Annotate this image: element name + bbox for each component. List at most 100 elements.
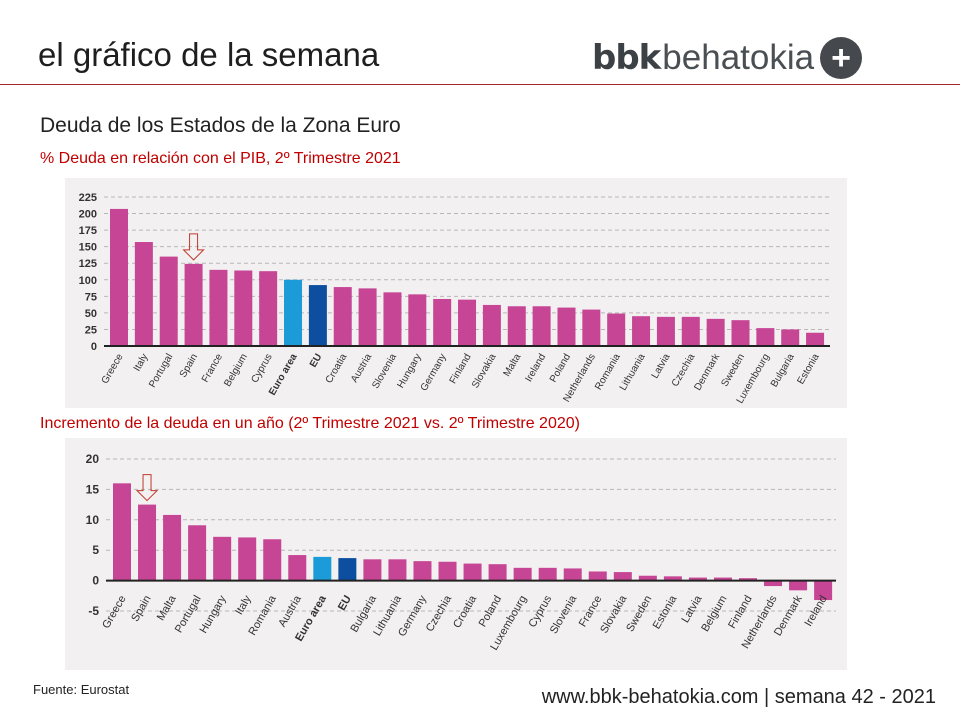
bar-slovenia [383,292,402,346]
bar-sweden [731,320,750,346]
bar-estonia [663,576,682,581]
x-tick-label: Estonia [651,593,680,632]
bar-cyprus [259,271,278,346]
bar-romania [263,539,282,581]
x-tick-label: Finland [448,352,474,386]
bar-ireland [532,306,551,346]
bar-finland [458,299,477,346]
x-tick-label: Malta [502,352,524,379]
bar-ireland [814,580,833,601]
bar-france [209,269,228,346]
x-tick-label: Spain [129,594,153,624]
y-tick-label: 20 [86,452,100,466]
bar-hungary [408,294,427,346]
logo-bold-text: bbk [592,38,661,78]
x-tick-label: Ireland [523,352,548,384]
bar-poland [557,307,576,346]
chart2-title: Incremento de la deuda en un año (2º Tri… [40,415,580,432]
x-tick-label: Greece [100,594,128,631]
slide-heading: Deuda de los Estados de la Zona Euro [40,114,401,137]
y-tick-label: 100 [79,275,97,287]
y-tick-label: 75 [85,291,97,303]
bar-czechia [681,316,700,346]
bar-belgium [234,270,253,346]
bar-portugal [188,525,207,581]
x-tick-label: Austria [349,352,374,385]
x-tick-label: Portugal [147,352,175,390]
y-tick-label: 150 [79,242,97,254]
x-tick-label: Greece [100,352,126,386]
y-tick-label: 10 [86,513,100,527]
x-tick-label: Latvia [679,593,705,625]
bar-italy [134,242,153,346]
y-tick-label: 15 [86,482,100,496]
bar-sweden [638,575,657,581]
bar-spain [184,263,203,346]
bar-portugal [159,256,178,346]
footer-site: www.bbk-behatokia.com | semana 42 - 2021 [541,686,936,708]
bar-spain [138,504,157,581]
source-note: Fuente: Eurostat [33,682,130,697]
bar-romania [607,313,626,346]
bar-denmark [789,580,808,591]
x-tick-label: Cyprus [249,352,274,385]
bar-italy [238,537,257,581]
bar-poland [488,564,507,581]
bar-latvia [688,577,707,581]
x-tick-label: Estonia [795,352,821,387]
page-title: el gráfico de la semana [38,36,380,73]
bar-bulgaria [363,559,382,581]
x-tick-label: Croatia [451,593,480,630]
bar-slovakia [613,572,632,581]
y-tick-label: 25 [85,324,97,336]
chart-1: 0 25 50 75 100 125 150 175 200 225 Greece ItalyPort… [79,192,830,406]
bar-croatia [463,563,482,581]
x-tick-label: Czechia [670,352,698,389]
y-tick-label: 175 [79,225,97,237]
down-arrow-marker-icon [182,233,205,261]
x-tick-label: EU [308,352,324,370]
x-tick-label: Bulgaria [769,352,797,390]
x-tick-label: Czechia [424,593,455,634]
bar-france [588,571,607,581]
bar-malta [507,306,526,346]
y-tick-label: 200 [79,209,97,221]
x-tick-label: Slovakia [470,352,499,391]
bar-greece [110,208,128,346]
bar-belgium [713,577,732,581]
bar-finland [739,578,757,581]
x-tick-label: France [200,352,225,385]
y-tick-label: 50 [85,308,97,320]
bbk-behatokia-logo: bbk behatokia + [592,36,863,80]
bar-austria [358,288,377,346]
bar-lithuania [632,316,651,346]
bar-netherlands [582,309,601,346]
logo-light-text: behatokia [662,38,815,77]
y-tick-label: 125 [79,258,97,270]
bar-slovenia [563,568,582,581]
x-tick-label: Belgium [222,352,250,389]
bar-bulgaria [781,329,800,346]
down-arrow-marker-icon [135,474,159,502]
bar-czechia [438,561,457,581]
x-tick-label: Sweden [720,352,748,389]
x-tick-label: EU [336,593,354,612]
bar-luxembourg [513,567,532,581]
x-tick-label: Croatia [324,352,350,386]
x-tick-label: Italy [233,593,254,617]
bar-eu [308,285,327,346]
bar-latvia [656,316,675,346]
plus-circle-icon: + [820,37,863,79]
bar-austria [288,555,307,581]
bar-malta [163,514,182,581]
bar-estonia [806,332,825,346]
x-tick-label: Poland [548,352,573,384]
bar-germany [413,561,432,581]
y-tick-label: 0 [92,574,99,588]
y-tick-label: 225 [79,192,97,204]
bar-lithuania [388,559,407,581]
bar-luxembourg [756,328,775,346]
bar-hungary [213,536,232,581]
